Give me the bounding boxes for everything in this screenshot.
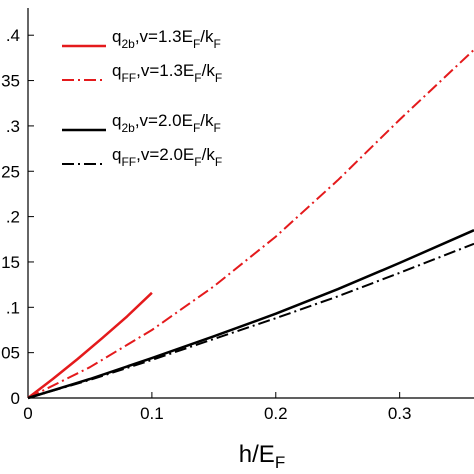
legend-label-qFF-v13: qFF,v=1.3EF/kF [112,61,222,85]
y-tick-label: .3 [6,117,20,136]
series-line-qFF-v20 [27,242,474,399]
legend-label-q2b-v13: q2b,v=1.3EF/kF [112,27,221,51]
legend: q2b,v=1.3EF/kF qFF,v=1.3EF/kF q2b,v=2.0EF/… [62,27,222,169]
y-tick-label: .4 [6,26,20,45]
x-tick-label: 0.1 [140,404,164,423]
x-axis-label: h/EF [239,441,285,472]
legend-label-qFF-v20: qFF,v=2.0EF/kF [112,145,222,169]
x-tick-label: 0.3 [388,404,412,423]
series-line-q2b-v13 [27,291,153,399]
legend-label-q2b-v20: q2b,v=2.0EF/kF [112,111,221,135]
y-tick-label: .05 [0,344,20,363]
series-lines [27,48,474,400]
y-tick-label: .25 [0,162,20,181]
x-tick-label: 0.2 [264,404,288,423]
y-tick-label: .1 [6,298,20,317]
x-tick-label: 0 [23,404,32,423]
axes: 0 0.1 0.2 0.3 0 .05 .1 .15 .2 .25 .3 .35 .4 [0,8,474,423]
y-tick-label: .2 [6,208,20,227]
y-tick-label-zero: 0 [11,389,20,408]
y-tick-label: .15 [0,253,20,272]
y-tick-label: .35 [0,72,20,91]
